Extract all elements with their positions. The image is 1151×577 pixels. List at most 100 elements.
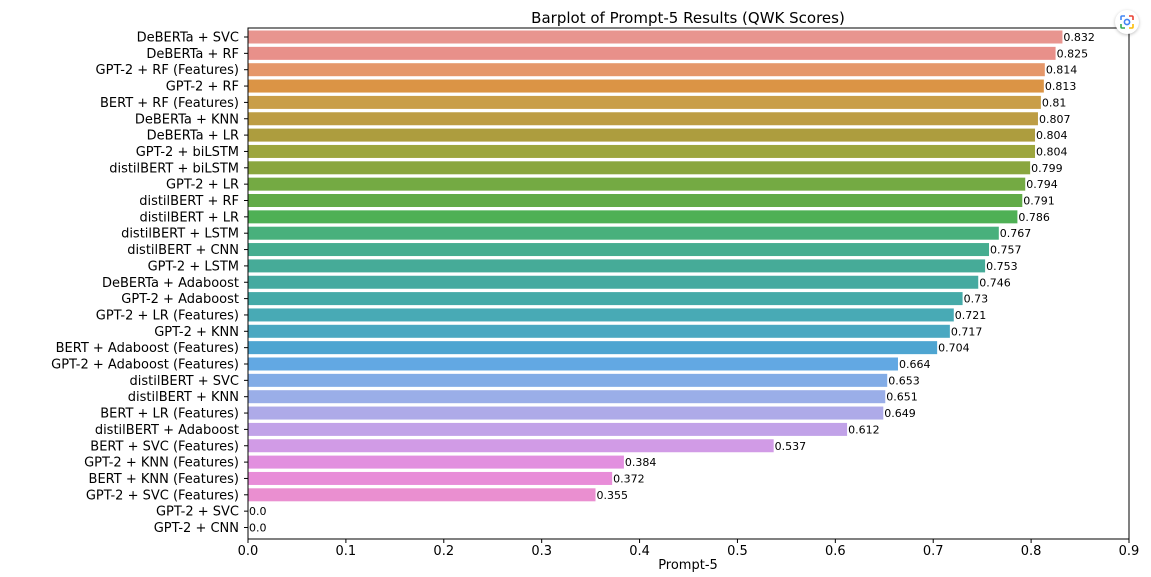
- y-tick-label: GPT-2 + SVC: [156, 505, 239, 520]
- bar: [248, 308, 954, 322]
- value-label: 0.757: [990, 244, 1022, 257]
- y-tick-label: distilBERT + KNN: [128, 390, 239, 405]
- y-tick-label: GPT-2 + RF (Features): [96, 63, 239, 78]
- value-label: 0.612: [848, 423, 880, 436]
- value-label: 0.791: [1023, 195, 1054, 208]
- y-tick-label: distilBERT + biLSTM: [109, 161, 239, 176]
- value-label: 0.753: [986, 260, 1018, 273]
- value-label: 0.814: [1046, 64, 1078, 77]
- y-tick-label: DeBERTa + SVC: [137, 31, 239, 46]
- y-tick-label: distilBERT + SVC: [130, 374, 240, 389]
- value-label: 0.767: [1000, 227, 1032, 240]
- y-tick-label: DeBERTa + RF: [146, 47, 239, 62]
- y-tick-label: distilBERT + LR: [139, 210, 239, 225]
- y-tick-label: GPT-2 + RF: [166, 80, 239, 95]
- x-tick-label: 0.1: [336, 544, 357, 559]
- bar: [248, 112, 1038, 126]
- x-tick-label: 0.0: [238, 544, 259, 559]
- value-label: 0.804: [1036, 145, 1068, 158]
- x-tick-label: 0.8: [1021, 544, 1042, 559]
- bar: [248, 63, 1045, 77]
- y-tick-label: distilBERT + CNN: [127, 243, 239, 258]
- value-label: 0.794: [1026, 178, 1058, 191]
- chart-title: Barplot of Prompt-5 Results (QWK Scores): [531, 9, 845, 27]
- y-tick-label: DeBERTa + LR: [147, 129, 239, 144]
- bar: [248, 275, 979, 289]
- bar: [248, 210, 1018, 224]
- y-tick-label: distilBERT + RF: [139, 194, 239, 209]
- y-tick-label: GPT-2 + CNN: [154, 521, 239, 536]
- y-tick-label: GPT-2 + LR: [166, 178, 239, 193]
- value-label: 0.653: [888, 374, 920, 387]
- x-tick-label: 0.6: [825, 544, 846, 559]
- bar: [248, 79, 1044, 93]
- x-axis-ticks: 0.0 0.1 0.2 0.3 0.4 0.5 0.6 0.7 0.8 0.9: [238, 539, 1140, 559]
- google-lens-icon: [1120, 15, 1134, 29]
- bar: [248, 30, 1063, 44]
- value-label: 0.0: [249, 505, 267, 518]
- y-tick-label: GPT-2 + KNN: [154, 325, 239, 340]
- value-label: 0.804: [1036, 129, 1068, 142]
- value-label: 0.664: [899, 358, 931, 371]
- bar: [248, 226, 999, 240]
- bar: [248, 406, 884, 420]
- value-label: 0.651: [886, 391, 918, 404]
- y-tick-label: GPT-2 + LR (Features): [96, 308, 239, 323]
- bar: [248, 128, 1036, 142]
- value-label: 0.813: [1045, 80, 1077, 93]
- value-labels: 0.832 0.825 0.814 0.813 0.81 0.807 0.804 0.804 0…: [249, 31, 1095, 535]
- bar: [248, 373, 888, 387]
- bar: [248, 488, 596, 502]
- value-label: 0.825: [1057, 47, 1089, 60]
- value-label: 0.704: [938, 342, 970, 355]
- y-tick-label: BERT + KNN (Features): [89, 472, 239, 487]
- y-tick-label: BERT + Adaboost (Features): [56, 341, 239, 356]
- value-label: 0.717: [951, 325, 983, 338]
- y-tick-label: GPT-2 + SVC (Features): [86, 488, 239, 503]
- bars-layer: [248, 30, 1063, 502]
- bar: [248, 455, 624, 469]
- x-tick-label: 0.5: [727, 544, 748, 559]
- bar: [248, 422, 848, 436]
- y-tick-label: GPT-2 + LSTM: [148, 259, 239, 274]
- google-lens-button[interactable]: [1115, 10, 1139, 34]
- bar: [248, 439, 774, 453]
- bar: [248, 292, 963, 306]
- bar: [248, 46, 1056, 60]
- bar: [248, 177, 1026, 191]
- value-label: 0.649: [884, 407, 916, 420]
- y-tick-label: GPT-2 + Adaboost: [121, 292, 239, 307]
- x-axis-label: Prompt-5: [658, 558, 718, 573]
- y-tick-label: DeBERTa + Adaboost: [102, 276, 239, 291]
- bar: [248, 390, 886, 404]
- x-tick-label: 0.9: [1119, 544, 1140, 559]
- bar: [248, 324, 950, 338]
- x-tick-label: 0.2: [433, 544, 454, 559]
- x-tick-label: 0.4: [629, 544, 650, 559]
- bar: [248, 161, 1031, 175]
- value-label: 0.0: [249, 522, 267, 535]
- value-label: 0.537: [775, 440, 807, 453]
- bar: [248, 194, 1023, 207]
- y-tick-label: GPT-2 + KNN (Features): [84, 456, 239, 471]
- value-label: 0.81: [1042, 96, 1067, 109]
- x-tick-label: 0.3: [531, 544, 552, 559]
- y-tick-label: distilBERT + LSTM: [121, 227, 239, 242]
- x-tick-label: 0.7: [923, 544, 944, 559]
- y-tick-label: BERT + SVC (Features): [90, 439, 239, 454]
- y-tick-label: GPT-2 + Adaboost (Features): [51, 358, 239, 373]
- bar: [248, 259, 986, 273]
- bar: [248, 243, 990, 257]
- y-tick-label: GPT-2 + biLSTM: [136, 145, 239, 160]
- y-tick-label: distilBERT + Adaboost: [95, 423, 239, 438]
- value-label: 0.721: [955, 309, 987, 322]
- y-tick-label: BERT + LR (Features): [100, 407, 239, 422]
- bar: [248, 357, 898, 371]
- value-label: 0.372: [613, 472, 645, 485]
- value-label: 0.355: [597, 489, 629, 502]
- value-label: 0.746: [979, 276, 1011, 289]
- bar: [248, 471, 613, 485]
- value-label: 0.384: [625, 456, 657, 469]
- value-label: 0.799: [1031, 162, 1063, 175]
